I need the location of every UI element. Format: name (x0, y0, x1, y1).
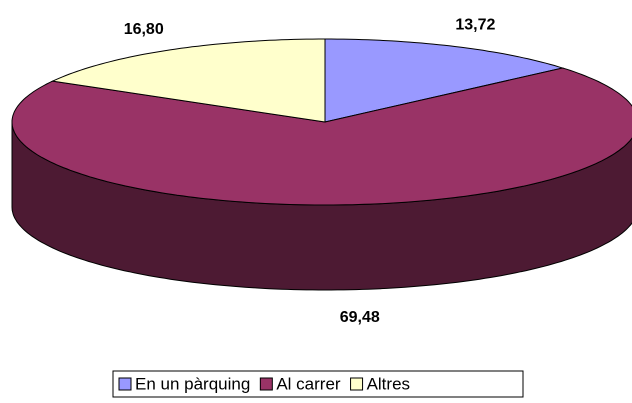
data-label: 69,48 (340, 309, 380, 326)
legend-label: Al carrer (276, 374, 341, 393)
legend: En un pàrquing Al carrer Altres (118, 374, 410, 393)
legend-label: Altres (367, 374, 410, 393)
legend-swatch (350, 377, 364, 391)
legend-swatch (118, 377, 132, 391)
slice (50, 38, 326, 123)
legend-swatch (259, 377, 273, 391)
data-label: 13,72 (455, 16, 495, 33)
data-label: 16,80 (124, 21, 164, 38)
legend-label: En un pàrquing (135, 374, 250, 393)
slice (324, 38, 565, 123)
data-labels: 13,72 69,48 16,80 (124, 16, 496, 326)
slice (11, 67, 632, 206)
pie (11, 38, 632, 291)
legend-box (112, 370, 524, 398)
